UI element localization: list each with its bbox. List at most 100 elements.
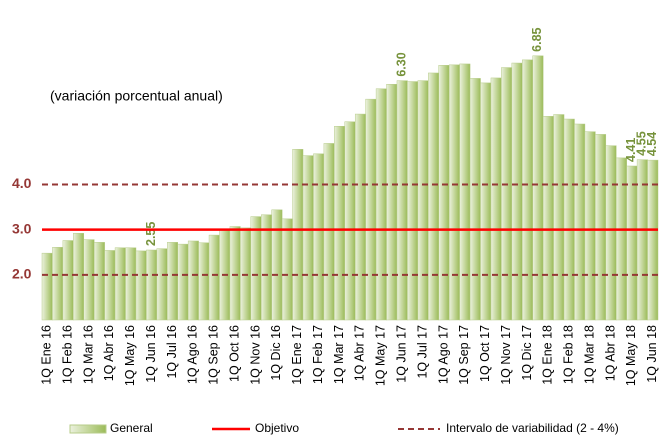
bar: [334, 126, 346, 321]
x-tick-label: 1Q Ago 16: [186, 325, 200, 384]
legend-label: Intervalo de variabilidad (2 - 4%): [446, 421, 619, 435]
x-tick-label: 1Q Mar 17: [332, 325, 346, 384]
bar: [167, 242, 178, 321]
bar: [428, 72, 439, 321]
bar: [156, 248, 168, 321]
bar: [93, 242, 105, 321]
bar: [574, 123, 586, 321]
chart-subtitle: (variación porcentual anual): [50, 88, 223, 104]
bar: [271, 209, 283, 321]
bar: [292, 149, 304, 321]
bar: [584, 131, 596, 321]
data-label: 6.30: [395, 52, 409, 76]
bar: [146, 249, 158, 321]
bar: [250, 216, 262, 321]
x-tick-label: 1Q Abr 16: [102, 325, 116, 381]
interval-label: 4.0: [12, 175, 32, 191]
bar: [187, 240, 199, 321]
bar: [313, 153, 325, 321]
bar: [448, 64, 460, 321]
bar: [605, 145, 617, 321]
bar: [354, 113, 366, 321]
x-tick-label: 1Q Nov 16: [248, 325, 262, 385]
bar: [208, 234, 220, 321]
x-tick-label: 1Q Ene 18: [541, 325, 555, 385]
data-label: 4.54: [645, 132, 659, 156]
bar: [553, 114, 565, 321]
x-tick-label: 1Q Jul 17: [415, 325, 429, 379]
x-tick-label: 1Q May 18: [624, 325, 638, 386]
legend-swatch: [69, 424, 107, 434]
bar: [522, 59, 533, 321]
bar: [302, 155, 314, 321]
x-tick-label: 1Q Dic 16: [269, 325, 283, 381]
bar: [396, 80, 408, 321]
x-tick-label: 1Q Dic 17: [520, 325, 534, 381]
bar: [626, 165, 638, 321]
interval-label: 2.0: [12, 266, 32, 282]
x-tick-label: 1Q Sep 17: [457, 325, 471, 385]
bar: [52, 247, 64, 321]
bar: [563, 118, 575, 321]
x-tick-label: 1Q Feb 17: [311, 325, 325, 384]
x-tick-label: 1Q Jun 18: [645, 325, 659, 383]
x-tick-label: 1Q Oct 17: [478, 325, 492, 382]
bar: [459, 63, 471, 321]
x-tick-label: 1Q Jun 17: [395, 325, 409, 383]
bar: [490, 77, 502, 321]
x-tick-label: 1Q Jun 16: [144, 325, 158, 383]
bar: [281, 218, 293, 321]
bar: [198, 242, 210, 321]
x-tick-label: 1Q Feb 18: [562, 325, 576, 384]
x-tick-label: 1Q Ene 17: [290, 325, 304, 385]
x-tick-label: 1Q Mar 16: [81, 325, 95, 384]
bar: [615, 157, 627, 321]
x-tick-label: 1Q Abr 17: [353, 325, 367, 381]
bar: [41, 252, 53, 321]
bar: [469, 78, 481, 321]
bar: [417, 80, 429, 321]
bar: [135, 250, 147, 321]
x-tick-label: 1Q May 16: [123, 325, 137, 386]
x-tick-label: 1Q Abr 18: [603, 325, 617, 381]
bar: [177, 243, 189, 321]
x-tick-label: 1Q Jul 16: [165, 325, 179, 379]
bar: [104, 250, 116, 321]
data-label: 4.41: [624, 138, 638, 162]
legend-label: General: [110, 421, 153, 435]
x-tick-label: 1Q Oct 16: [227, 325, 241, 382]
data-label: 2.55: [144, 222, 158, 246]
bar: [323, 143, 335, 321]
bar: [365, 98, 377, 321]
x-tick-label: 1Q Nov 17: [499, 325, 513, 385]
x-tick-label: 1Q Ene 16: [40, 325, 54, 385]
bar: [595, 134, 607, 321]
bar: [407, 81, 419, 321]
target-label: 3.0: [12, 220, 32, 236]
bar: [647, 159, 659, 321]
bar: [501, 67, 513, 321]
bar: [114, 247, 126, 321]
bar: [386, 84, 398, 321]
bar: [125, 247, 137, 321]
bar: [532, 55, 544, 321]
x-tick-label: 1Q Mar 18: [582, 325, 596, 384]
data-label: 6.85: [530, 27, 544, 51]
bar: [511, 62, 523, 321]
x-tick-label: 1Q Sep 16: [207, 325, 221, 385]
data-label: 4.55: [635, 131, 649, 155]
bar: [344, 121, 356, 321]
bar: [480, 82, 492, 321]
bar: [83, 239, 95, 321]
bar: [438, 65, 450, 321]
bar: [62, 240, 74, 321]
bar: [229, 226, 241, 321]
x-tick-label: 1Q Ago 17: [436, 325, 450, 384]
bar: [375, 88, 387, 321]
bar: [542, 116, 554, 321]
bar: [73, 233, 85, 321]
x-tick-label: 1Q Feb 16: [60, 325, 74, 384]
legend-label: Objetivo: [255, 421, 299, 435]
x-tick-label: 1Q May 17: [374, 325, 388, 386]
